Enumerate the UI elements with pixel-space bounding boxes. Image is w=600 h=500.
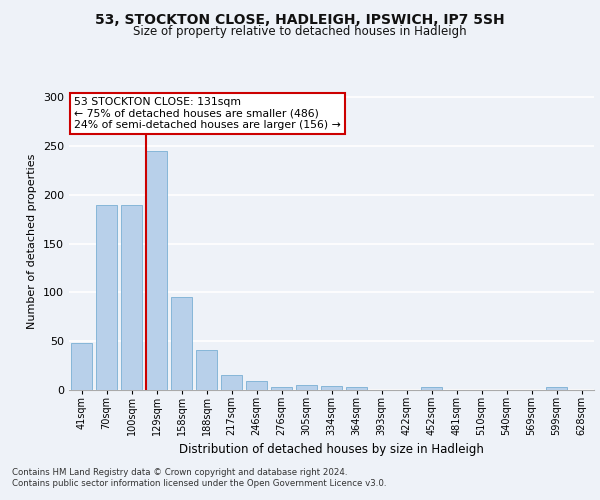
Y-axis label: Number of detached properties: Number of detached properties — [28, 154, 37, 329]
Bar — [296, 385, 317, 390]
Bar — [221, 376, 242, 390]
Bar — [346, 387, 367, 390]
Bar — [146, 151, 167, 390]
Bar — [121, 204, 142, 390]
Text: Contains HM Land Registry data © Crown copyright and database right 2024.
Contai: Contains HM Land Registry data © Crown c… — [12, 468, 386, 487]
Bar — [196, 350, 217, 390]
Bar — [246, 381, 267, 390]
Bar — [71, 343, 92, 390]
Text: Size of property relative to detached houses in Hadleigh: Size of property relative to detached ho… — [133, 25, 467, 38]
X-axis label: Distribution of detached houses by size in Hadleigh: Distribution of detached houses by size … — [179, 444, 484, 456]
Text: 53 STOCKTON CLOSE: 131sqm
← 75% of detached houses are smaller (486)
24% of semi: 53 STOCKTON CLOSE: 131sqm ← 75% of detac… — [74, 97, 341, 130]
Bar — [546, 387, 567, 390]
Bar — [321, 386, 342, 390]
Bar — [271, 387, 292, 390]
Text: 53, STOCKTON CLOSE, HADLEIGH, IPSWICH, IP7 5SH: 53, STOCKTON CLOSE, HADLEIGH, IPSWICH, I… — [95, 12, 505, 26]
Bar — [96, 204, 117, 390]
Bar — [171, 298, 192, 390]
Bar — [421, 387, 442, 390]
